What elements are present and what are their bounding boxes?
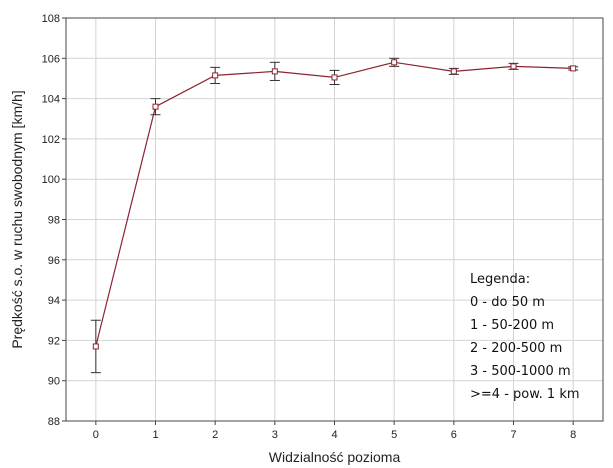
x-tick-label: 0 [93, 429, 99, 441]
data-point [331, 74, 338, 81]
gridlines [66, 18, 603, 421]
legend-entry: 1 - 50-200 m [470, 318, 554, 333]
y-tick-label: 102 [42, 134, 60, 146]
data-point [450, 68, 457, 75]
data-point [152, 103, 159, 110]
legend-title: Legenda: [470, 272, 530, 287]
x-tick-label: 2 [212, 429, 218, 441]
series-line [90, 57, 579, 374]
data-point [212, 72, 219, 79]
x-tick-label: 8 [570, 429, 576, 441]
x-axis: 0 1 2 3 4 5 6 7 8 [93, 421, 576, 441]
data-point [271, 68, 278, 75]
data-point [92, 343, 99, 350]
y-axis: 88 90 92 94 96 98 100 102 104 106 108 [42, 13, 66, 428]
y-tick-label: 106 [42, 53, 60, 65]
y-tick-label: 88 [48, 416, 60, 428]
data-point [391, 59, 398, 66]
x-axis-title: Widzialność pozioma [269, 449, 401, 465]
legend-entry: >=4 - pow. 1 km [470, 387, 580, 402]
y-tick-label: 104 [42, 94, 60, 106]
legend-entry: 0 - do 50 m [470, 295, 545, 310]
x-tick-label: 4 [331, 429, 337, 441]
y-tick-label: 100 [42, 174, 60, 186]
legend: Legenda: 0 - do 50 m 1 - 50-200 m 2 - 200-5… [470, 272, 580, 402]
x-tick-label: 3 [272, 429, 278, 441]
legend-entry: 2 - 200-500 m [470, 341, 562, 356]
y-tick-label: 98 [48, 215, 60, 227]
y-tick-label: 96 [48, 255, 60, 267]
data-point [570, 65, 577, 72]
y-axis-title: Prędkość s.o. w ruchu swobodnym [km/h] [9, 90, 25, 348]
y-tick-label: 90 [48, 376, 60, 388]
x-tick-label: 1 [152, 429, 158, 441]
y-tick-label: 94 [48, 295, 60, 307]
y-tick-label: 108 [42, 13, 60, 25]
data-point [510, 63, 517, 70]
x-tick-label: 6 [451, 429, 457, 441]
y-tick-label: 92 [48, 335, 60, 347]
x-tick-label: 5 [391, 429, 397, 441]
legend-entry: 3 - 500-1000 m [470, 364, 571, 379]
x-tick-label: 7 [510, 429, 516, 441]
